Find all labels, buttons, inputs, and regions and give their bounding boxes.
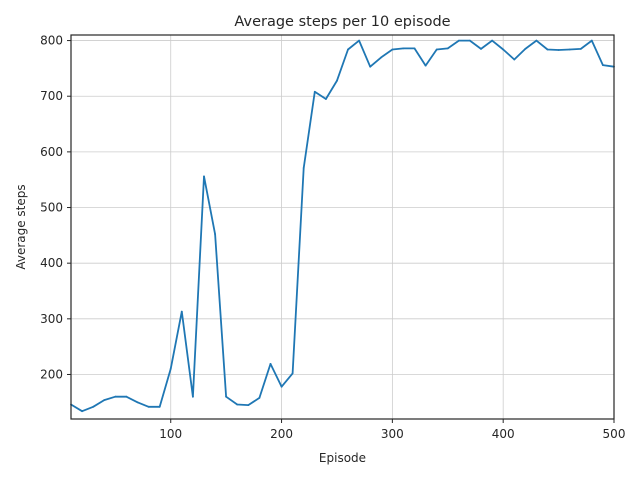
data-point: [158, 405, 161, 408]
data-point: [557, 49, 560, 51]
data-point: [446, 47, 449, 50]
data-point: [302, 167, 305, 169]
data-point: [169, 368, 172, 370]
data-point: [579, 48, 582, 50]
data-point: [535, 39, 538, 42]
data-point: [258, 397, 261, 399]
data-point: [92, 405, 95, 408]
data-point: [380, 56, 383, 59]
data-point: [114, 395, 117, 398]
y-tick-label: 400: [40, 256, 63, 270]
data-point: [491, 39, 493, 42]
x-tick-label: 300: [381, 427, 404, 441]
y-axis-label: Average steps: [14, 184, 28, 269]
data-point: [125, 395, 128, 398]
data-point: [180, 310, 183, 313]
data-point: [236, 403, 239, 406]
data-point: [568, 48, 571, 51]
data-point: [546, 48, 549, 51]
data-point: [458, 39, 460, 42]
y-tick-label: 700: [40, 89, 63, 103]
data-point: [147, 405, 150, 408]
data-point: [280, 385, 283, 388]
data-point: [413, 47, 416, 50]
y-tick-label: 500: [40, 201, 63, 215]
data-point: [347, 48, 349, 51]
data-point: [336, 79, 338, 82]
data-point: [513, 58, 516, 61]
data-point: [192, 395, 194, 398]
chart-title: Average steps per 10 episode: [234, 14, 450, 30]
series-layer: [70, 39, 615, 413]
data-point: [435, 48, 438, 51]
plot-background: [71, 35, 614, 419]
x-tick-label: 400: [492, 427, 515, 441]
data-point: [469, 39, 471, 42]
data-point: [203, 175, 205, 178]
x-tick-label: 500: [603, 427, 626, 441]
plot-frame: [70, 34, 615, 420]
data-point: [424, 64, 427, 67]
data-point: [136, 401, 139, 404]
data-point: [225, 395, 228, 398]
data-point: [480, 48, 482, 50]
data-point: [214, 233, 217, 236]
data-point: [247, 404, 250, 406]
series-line: [70, 39, 615, 413]
data-point: [369, 65, 372, 68]
data-point: [590, 39, 593, 42]
data-point: [391, 48, 394, 51]
data-point: [269, 363, 272, 365]
data-point: [358, 39, 360, 42]
data-point: [602, 64, 604, 66]
y-tick-label: 600: [40, 145, 63, 159]
data-point: [402, 47, 405, 50]
data-point: [524, 48, 527, 50]
data-point: [103, 399, 106, 401]
data-point: [291, 372, 294, 375]
x-tick-label: 200: [270, 427, 293, 441]
data-point: [313, 90, 316, 93]
x-tick-label: 100: [159, 427, 182, 441]
y-tick-label: 200: [40, 367, 63, 381]
data-point: [502, 48, 505, 51]
x-axis-label: Episode: [319, 451, 366, 465]
axis-ticks: 100 200 300 400 500 200 300 400 500 600 700 800: [40, 34, 625, 441]
data-point: [325, 98, 327, 100]
y-tick-label: 300: [40, 312, 63, 326]
data-point: [81, 410, 83, 413]
y-tick-label: 800: [40, 34, 63, 48]
